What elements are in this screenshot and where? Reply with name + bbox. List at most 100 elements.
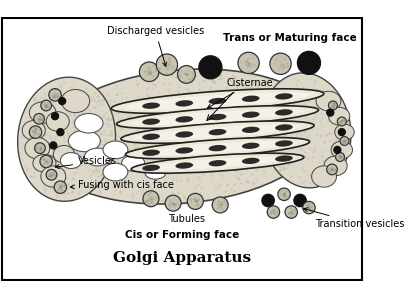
- Ellipse shape: [198, 56, 221, 79]
- Ellipse shape: [187, 193, 203, 209]
- Text: Golgi Apparatus: Golgi Apparatus: [112, 251, 250, 265]
- Ellipse shape: [143, 191, 159, 207]
- Ellipse shape: [74, 114, 103, 133]
- Ellipse shape: [208, 145, 226, 151]
- Ellipse shape: [337, 128, 344, 136]
- Ellipse shape: [274, 109, 292, 116]
- Ellipse shape: [241, 143, 259, 149]
- Ellipse shape: [326, 164, 337, 175]
- Ellipse shape: [84, 148, 111, 166]
- Ellipse shape: [208, 114, 226, 120]
- Ellipse shape: [337, 117, 345, 126]
- Ellipse shape: [25, 137, 49, 159]
- Text: Transition vesicles: Transition vesicles: [303, 208, 404, 229]
- Text: Tubules: Tubules: [168, 214, 204, 224]
- Ellipse shape: [175, 100, 193, 107]
- Ellipse shape: [46, 170, 57, 180]
- Ellipse shape: [328, 101, 337, 110]
- Ellipse shape: [52, 113, 58, 120]
- Ellipse shape: [261, 194, 274, 207]
- Ellipse shape: [302, 201, 315, 214]
- Ellipse shape: [269, 53, 290, 74]
- Ellipse shape: [60, 153, 81, 169]
- Text: Fusing with cis face: Fusing with cis face: [70, 180, 173, 190]
- Ellipse shape: [330, 141, 352, 159]
- Ellipse shape: [68, 130, 100, 152]
- Ellipse shape: [22, 121, 45, 140]
- Ellipse shape: [58, 97, 65, 105]
- Ellipse shape: [267, 206, 279, 218]
- Ellipse shape: [130, 109, 304, 125]
- Ellipse shape: [156, 54, 177, 75]
- Ellipse shape: [274, 124, 292, 131]
- Ellipse shape: [241, 111, 259, 118]
- Ellipse shape: [274, 140, 292, 147]
- Ellipse shape: [144, 156, 290, 170]
- Ellipse shape: [142, 150, 160, 156]
- Ellipse shape: [142, 134, 160, 140]
- Ellipse shape: [212, 197, 228, 213]
- Ellipse shape: [175, 116, 193, 122]
- Ellipse shape: [49, 89, 61, 101]
- Ellipse shape: [237, 52, 258, 74]
- Ellipse shape: [335, 153, 344, 162]
- Ellipse shape: [139, 62, 159, 82]
- Ellipse shape: [34, 143, 45, 153]
- Text: Trans or Maturing face: Trans or Maturing face: [222, 33, 356, 43]
- Ellipse shape: [241, 158, 259, 164]
- Ellipse shape: [116, 106, 318, 128]
- Ellipse shape: [241, 96, 259, 102]
- Ellipse shape: [297, 51, 320, 74]
- Ellipse shape: [41, 166, 65, 187]
- Ellipse shape: [175, 162, 193, 169]
- Ellipse shape: [40, 69, 323, 204]
- Ellipse shape: [138, 141, 296, 156]
- Ellipse shape: [103, 141, 128, 159]
- Ellipse shape: [315, 91, 340, 111]
- Ellipse shape: [333, 146, 340, 153]
- Ellipse shape: [61, 89, 90, 113]
- Ellipse shape: [311, 166, 336, 187]
- Ellipse shape: [274, 155, 292, 162]
- Ellipse shape: [34, 114, 44, 124]
- Ellipse shape: [284, 206, 297, 218]
- Ellipse shape: [121, 121, 313, 143]
- Ellipse shape: [334, 124, 353, 140]
- Ellipse shape: [323, 156, 346, 176]
- Ellipse shape: [121, 155, 144, 171]
- Ellipse shape: [29, 126, 42, 138]
- Ellipse shape: [46, 112, 69, 131]
- Ellipse shape: [41, 100, 52, 111]
- Ellipse shape: [18, 77, 115, 201]
- Ellipse shape: [165, 195, 181, 211]
- Ellipse shape: [57, 128, 64, 136]
- Ellipse shape: [54, 181, 66, 193]
- Text: Vesicles: Vesicles: [55, 156, 117, 169]
- Ellipse shape: [142, 119, 160, 125]
- Ellipse shape: [134, 124, 300, 140]
- Ellipse shape: [277, 188, 290, 201]
- Text: Cis or Forming face: Cis or Forming face: [125, 230, 238, 240]
- Ellipse shape: [125, 137, 309, 159]
- Ellipse shape: [49, 142, 57, 149]
- Ellipse shape: [103, 163, 128, 181]
- Ellipse shape: [208, 129, 226, 135]
- Ellipse shape: [131, 153, 303, 173]
- Ellipse shape: [111, 89, 323, 113]
- Ellipse shape: [33, 154, 56, 172]
- Ellipse shape: [40, 155, 52, 168]
- Ellipse shape: [144, 165, 166, 179]
- Ellipse shape: [177, 66, 195, 83]
- Ellipse shape: [142, 103, 160, 109]
- Ellipse shape: [208, 160, 226, 166]
- Ellipse shape: [326, 109, 333, 116]
- Ellipse shape: [29, 102, 56, 123]
- Ellipse shape: [142, 165, 160, 171]
- Ellipse shape: [53, 145, 74, 163]
- Text: Discharged vesicles: Discharged vesicles: [106, 26, 204, 66]
- Ellipse shape: [274, 93, 292, 100]
- Ellipse shape: [328, 107, 349, 125]
- Ellipse shape: [241, 127, 259, 133]
- Ellipse shape: [339, 136, 348, 145]
- Ellipse shape: [261, 73, 350, 188]
